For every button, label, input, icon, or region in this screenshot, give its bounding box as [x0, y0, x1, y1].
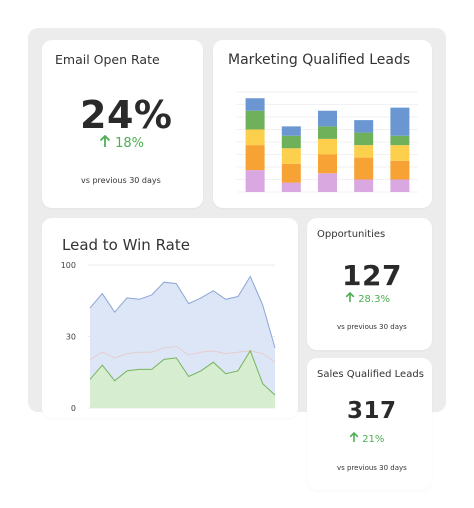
- comparison-label: vs previous 30 days: [337, 323, 407, 331]
- y-tick-label: 100: [61, 261, 76, 270]
- email-open-rate-card[interactable]: Email Open Rate 24% 18% vs previous 30 d…: [42, 40, 203, 208]
- bar-segment[interactable]: [318, 173, 337, 192]
- card-title: Email Open Rate: [55, 52, 160, 67]
- mql-stacked-bar-chart: [237, 91, 418, 193]
- arrow-up-icon: [345, 291, 355, 302]
- bar-segment[interactable]: [245, 129, 265, 146]
- bar-segment[interactable]: [390, 107, 410, 136]
- bar-segment[interactable]: [281, 126, 301, 136]
- line-series-bottom: [89, 349, 276, 396]
- bar-segment[interactable]: [318, 138, 337, 155]
- bar-segment[interactable]: [318, 126, 337, 139]
- card-title: Opportunities: [317, 229, 386, 240]
- bar-segment[interactable]: [245, 110, 265, 130]
- metric-delta: 28.3%: [345, 291, 390, 305]
- metric-value: 127: [342, 259, 402, 292]
- area-series-bottom: [90, 350, 275, 408]
- metric-delta: 21%: [349, 431, 385, 445]
- arrow-up-icon: [349, 431, 359, 442]
- line-series-middle: [89, 346, 276, 363]
- bar-segment[interactable]: [354, 132, 374, 146]
- comparison-label: vs previous 30 days: [337, 464, 407, 472]
- bar-segment[interactable]: [281, 135, 301, 149]
- bar-segment[interactable]: [390, 160, 410, 180]
- delta-value: 18%: [115, 136, 145, 151]
- bar-segment[interactable]: [245, 145, 265, 171]
- card-title: Lead to Win Rate: [62, 236, 190, 254]
- y-tick-label: 0: [71, 404, 76, 413]
- bar-segment[interactable]: [245, 98, 265, 111]
- bar-segment[interactable]: [281, 163, 301, 183]
- delta-value: 21%: [362, 434, 385, 445]
- metric-value: 317: [347, 398, 397, 424]
- metric-value: 24%: [80, 93, 173, 137]
- bar-segment[interactable]: [354, 120, 374, 133]
- opportunities-card[interactable]: Opportunities 127 28.3% vs previous 30 d…: [307, 218, 432, 350]
- bar-segment[interactable]: [390, 135, 410, 146]
- y-tick-label: 30: [66, 333, 76, 342]
- comparison-label: vs previous 30 days: [81, 176, 161, 185]
- card-title: Sales Qualified Leads: [317, 369, 424, 380]
- bar-segment[interactable]: [318, 154, 337, 174]
- marketing-qualified-leads-card[interactable]: Marketing Qualified Leads: [213, 40, 432, 208]
- line-series-top: [89, 275, 276, 349]
- lead-to-win-rate-card[interactable]: Lead to Win Rate 100 30 0: [42, 218, 298, 418]
- bar-segment[interactable]: [281, 182, 301, 192]
- bar-segment[interactable]: [354, 157, 374, 180]
- bar-segment[interactable]: [354, 179, 374, 193]
- bar-segment[interactable]: [318, 110, 337, 127]
- bar-segment[interactable]: [390, 145, 410, 161]
- sales-qualified-leads-card[interactable]: Sales Qualified Leads 317 21% vs previou…: [307, 358, 432, 490]
- bar-segment[interactable]: [354, 145, 374, 158]
- bar-segment[interactable]: [281, 148, 301, 164]
- bar-segment[interactable]: [245, 170, 265, 192]
- arrow-up-icon: [99, 134, 111, 147]
- bar-segment[interactable]: [390, 179, 410, 193]
- delta-value: 28.3%: [358, 294, 390, 305]
- metric-delta: 18%: [99, 134, 145, 151]
- lead-area-chart: 100 30 0: [61, 261, 276, 413]
- card-title: Marketing Qualified Leads: [228, 52, 411, 68]
